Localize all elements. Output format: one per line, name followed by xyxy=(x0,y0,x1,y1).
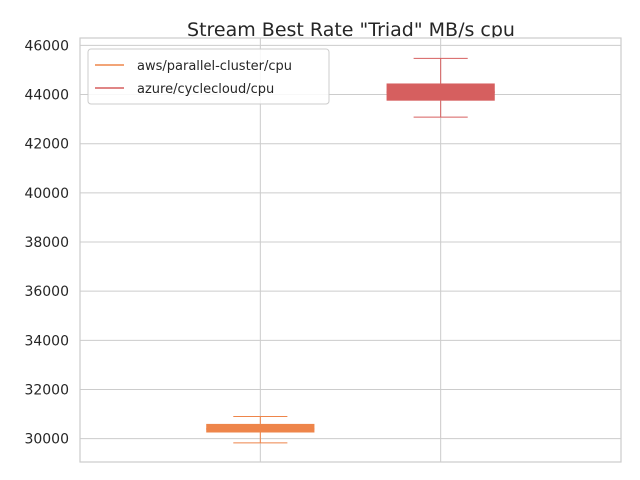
box-1 xyxy=(386,57,495,118)
legend-box xyxy=(87,48,330,105)
boxes xyxy=(206,57,495,444)
y-tick-label: 40000 xyxy=(24,186,69,202)
box-0 xyxy=(206,416,315,444)
plot-frame xyxy=(79,37,622,463)
y-tick-label: 42000 xyxy=(24,137,69,153)
grid xyxy=(80,38,621,462)
y-tick-label: 46000 xyxy=(24,38,69,54)
chart-title: Stream Best Rate "Triad" MB/s cpu xyxy=(187,19,515,41)
y-tick-label: 36000 xyxy=(24,284,69,300)
y-tick-label: 38000 xyxy=(24,235,69,251)
legend-label-aws: aws/parallel-cluster/cpu xyxy=(137,59,292,74)
y-tick-label: 34000 xyxy=(24,333,69,349)
y-tick-label: 32000 xyxy=(24,382,69,398)
legend: aws/parallel-cluster/cpu azure/cycleclou… xyxy=(87,48,330,105)
plot-area xyxy=(80,38,621,462)
y-tick-label: 44000 xyxy=(24,88,69,104)
y-axis: 30000 32000 34000 36000 38000 40000 42000 44000… xyxy=(24,38,69,447)
legend-label-azure: azure/cyclecloud/cpu xyxy=(137,82,274,97)
y-tick-label: 30000 xyxy=(24,432,69,448)
